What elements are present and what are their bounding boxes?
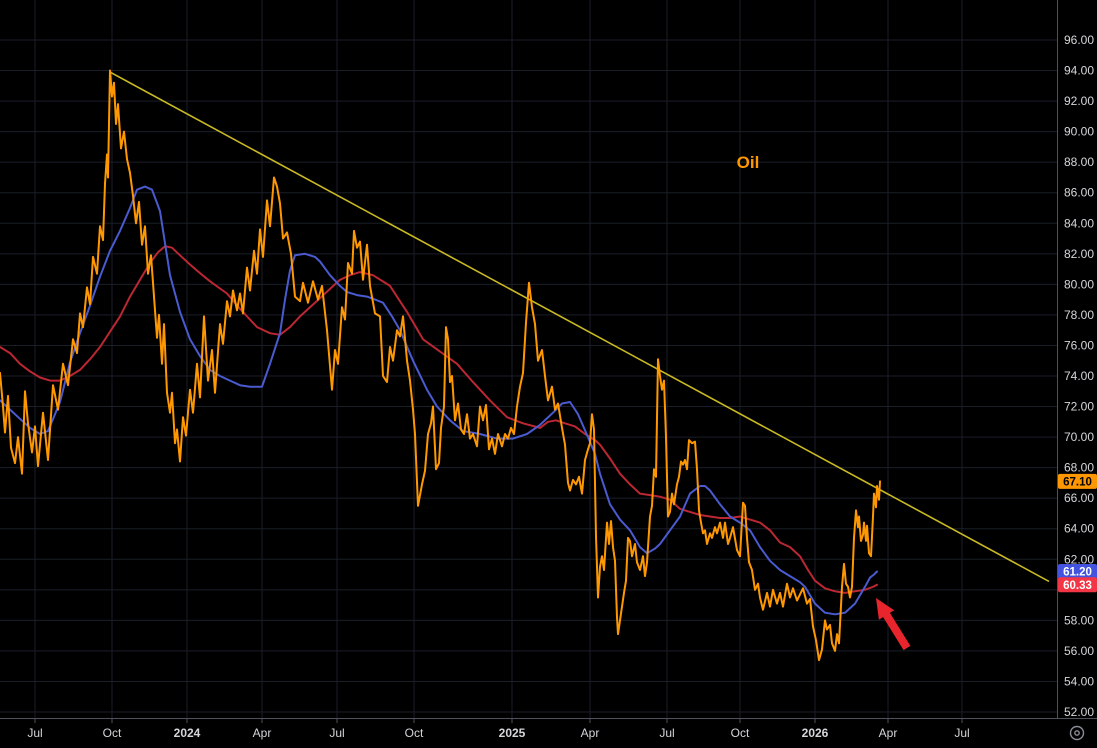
price-badge-ma-slow	[1058, 577, 1097, 593]
y-axis-label: 54.00	[1064, 674, 1094, 688]
x-axis-tick-label: Apr	[253, 726, 272, 740]
chart-pane[interactable]	[0, 0, 1057, 718]
symbol-title: Oil	[737, 153, 760, 172]
y-axis-label: 84.00	[1064, 216, 1094, 230]
price-line	[0, 69, 881, 662]
x-axis-tick-label: Jul	[954, 726, 969, 740]
price-badge-ma-slow-value: 60.33	[1063, 580, 1092, 592]
x-axis-tick-label: 2024	[174, 726, 201, 740]
descending-trendline[interactable]	[109, 71, 1050, 583]
x-axis-tick-label: Oct	[731, 726, 750, 740]
y-axis-label: 94.00	[1064, 64, 1094, 78]
y-axis-label: 70.00	[1064, 430, 1094, 444]
x-axis-tick-label: Apr	[581, 726, 600, 740]
price-badge-ma-fast	[1058, 563, 1097, 579]
price-badge-last-value: 67.10	[1063, 476, 1092, 488]
x-axis-tick-label: Jul	[329, 726, 344, 740]
y-axis-label: 72.00	[1064, 400, 1094, 414]
y-axis-label: 74.00	[1064, 369, 1094, 383]
y-axis-label: 78.00	[1064, 308, 1094, 322]
y-axis-label: 56.00	[1064, 644, 1094, 658]
y-axis-label: 52.00	[1064, 705, 1094, 719]
y-axis-label: 62.00	[1064, 552, 1094, 566]
y-axis-label: 68.00	[1064, 461, 1094, 475]
price-axis[interactable]	[1057, 0, 1097, 718]
y-axis-label: 64.00	[1064, 522, 1094, 536]
circle-dot-icon[interactable]	[1069, 725, 1085, 741]
x-axis-tick-label: Jul	[27, 726, 42, 740]
price-badge-last	[1058, 473, 1097, 489]
time-axis[interactable]	[0, 718, 1097, 748]
y-axis-label: 82.00	[1064, 247, 1094, 261]
ma-fast-line	[0, 185, 878, 616]
price-badge-ma-fast-value: 61.20	[1063, 566, 1092, 578]
y-axis-label: 96.00	[1064, 33, 1094, 47]
x-axis-tick-label: Jul	[659, 726, 674, 740]
y-axis-label: 92.00	[1064, 94, 1094, 108]
y-axis-label: 86.00	[1064, 186, 1094, 200]
ma-slow-line	[0, 245, 878, 594]
y-axis-label: 76.00	[1064, 338, 1094, 352]
y-axis-label: 90.00	[1064, 125, 1094, 139]
y-axis-label: 58.00	[1064, 613, 1094, 627]
x-axis-tick-label: 2026	[802, 726, 829, 740]
y-axis-label: 88.00	[1064, 155, 1094, 169]
y-axis-label: 80.00	[1064, 277, 1094, 291]
x-axis-tick-label: 2025	[499, 726, 526, 740]
x-axis-tick-label: Oct	[103, 726, 122, 740]
annotation-arrow[interactable]	[876, 598, 911, 651]
x-axis-tick-label: Apr	[879, 726, 898, 740]
y-axis-label: 66.00	[1064, 491, 1094, 505]
x-axis-tick-label: Oct	[405, 726, 424, 740]
